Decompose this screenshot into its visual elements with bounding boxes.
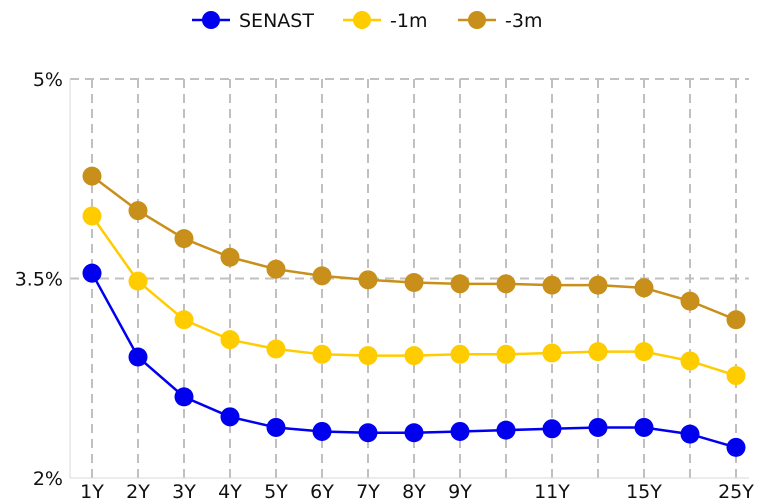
y-tick-label: 2% xyxy=(33,468,63,490)
data-point xyxy=(588,342,608,362)
data-point xyxy=(680,291,700,311)
data-point xyxy=(358,270,378,290)
x-tick-label: 3Y xyxy=(172,481,196,502)
data-point xyxy=(634,342,654,362)
series-3 xyxy=(82,166,746,330)
legend: SENAST -1m -3m xyxy=(192,10,542,32)
legend-marker xyxy=(353,11,371,29)
data-point xyxy=(358,423,378,443)
data-point xyxy=(404,423,424,443)
data-point xyxy=(588,275,608,295)
data-point xyxy=(312,344,332,364)
x-tick-label: 6Y xyxy=(310,481,334,502)
series-layer xyxy=(82,166,746,457)
data-point xyxy=(634,417,654,437)
data-point xyxy=(726,310,746,330)
data-point xyxy=(588,417,608,437)
data-point xyxy=(266,339,286,359)
legend-label: SENAST xyxy=(239,10,314,32)
x-tick-label: 7Y xyxy=(356,481,380,502)
data-point xyxy=(174,310,194,330)
data-point xyxy=(680,424,700,444)
data-point xyxy=(128,347,148,367)
data-point xyxy=(404,346,424,366)
data-point xyxy=(450,344,470,364)
x-tick-label: 9Y xyxy=(448,481,472,502)
data-point xyxy=(82,263,102,283)
data-point xyxy=(220,407,240,427)
x-tick-label: 4Y xyxy=(218,481,242,502)
data-point xyxy=(266,417,286,437)
x-tick-label: 2Y xyxy=(126,481,150,502)
data-point xyxy=(496,344,516,364)
data-point xyxy=(220,247,240,267)
x-tick-label: 8Y xyxy=(402,481,426,502)
legend-label: -3m xyxy=(505,10,542,32)
y-tick-label: 3.5% xyxy=(15,269,63,291)
x-tick-label: 25Y xyxy=(718,481,754,502)
data-point xyxy=(82,166,102,186)
data-point xyxy=(726,437,746,457)
data-point xyxy=(128,271,148,291)
data-point xyxy=(82,206,102,226)
data-point xyxy=(220,330,240,350)
legend-label: -1m xyxy=(390,10,427,32)
legend-marker xyxy=(202,11,220,29)
legend-item-2: -1m xyxy=(343,10,427,32)
data-point xyxy=(496,420,516,440)
data-point xyxy=(634,278,654,298)
legend-item-3: -3m xyxy=(458,10,542,32)
data-point xyxy=(358,346,378,366)
x-tick-label: 1Y xyxy=(80,481,104,502)
data-point xyxy=(680,351,700,371)
data-point xyxy=(312,421,332,441)
data-point xyxy=(542,419,562,439)
data-point xyxy=(496,274,516,294)
data-point xyxy=(542,275,562,295)
data-point xyxy=(128,201,148,221)
legend-item-1: SENAST xyxy=(192,10,314,32)
data-point xyxy=(312,266,332,286)
y-tick-label: 5% xyxy=(33,69,63,91)
series-1 xyxy=(82,263,746,457)
legend-marker xyxy=(468,11,486,29)
x-tick-label: 5Y xyxy=(264,481,288,502)
data-point xyxy=(726,366,746,386)
data-point xyxy=(266,259,286,279)
axes xyxy=(69,79,749,479)
data-point xyxy=(174,387,194,407)
data-point xyxy=(404,272,424,292)
data-point xyxy=(174,229,194,249)
x-tick-label: 15Y xyxy=(626,481,662,502)
data-point xyxy=(542,343,562,363)
tick-labels: 2% 3.5% 5% 1Y 2Y 3Y 4Y 5Y 6Y 7Y 8Y 9Y 11Y 15Y 25Y xyxy=(15,69,755,502)
series-2 xyxy=(82,206,746,386)
data-point xyxy=(450,421,470,441)
data-point xyxy=(450,274,470,294)
x-tick-label: 11Y xyxy=(534,481,570,502)
